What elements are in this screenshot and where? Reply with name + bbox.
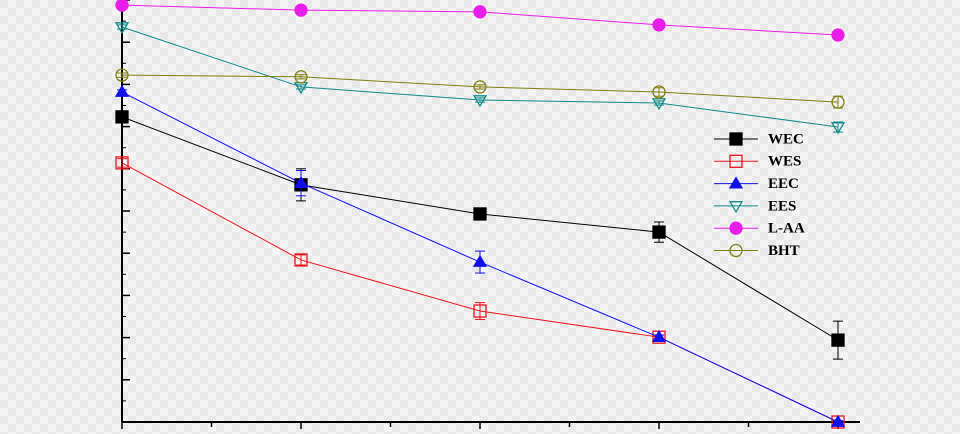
point [830,122,846,135]
point [473,80,487,94]
point [294,70,308,84]
point [115,156,129,170]
legend-label: L-AA [768,221,805,237]
point [652,18,666,32]
legend-marker [729,243,743,258]
point [831,95,845,109]
legend-marker [728,176,744,189]
point [473,207,487,221]
point [830,414,846,427]
legend-label: EES [768,198,796,214]
legend-marker [729,132,743,146]
series-line [121,26,839,128]
legend-marker [729,154,743,168]
point [115,0,129,12]
point [651,98,667,111]
point [651,329,667,343]
legend-label: BHT [768,243,800,259]
point [114,22,130,35]
point [115,68,129,82]
point [115,110,129,124]
point [472,254,488,267]
point [293,175,309,188]
legend-marker [729,221,743,235]
point [294,3,308,17]
point [831,333,845,347]
point [472,95,488,108]
point [294,253,308,267]
point [652,85,666,99]
point [473,304,487,318]
point [114,84,130,97]
point [652,225,666,239]
point [831,28,845,42]
legend-label: WEC [768,131,804,147]
legend-label: EEC [768,176,799,192]
legend-marker [728,201,744,214]
point [473,5,487,19]
legend-label: WES [768,154,801,170]
